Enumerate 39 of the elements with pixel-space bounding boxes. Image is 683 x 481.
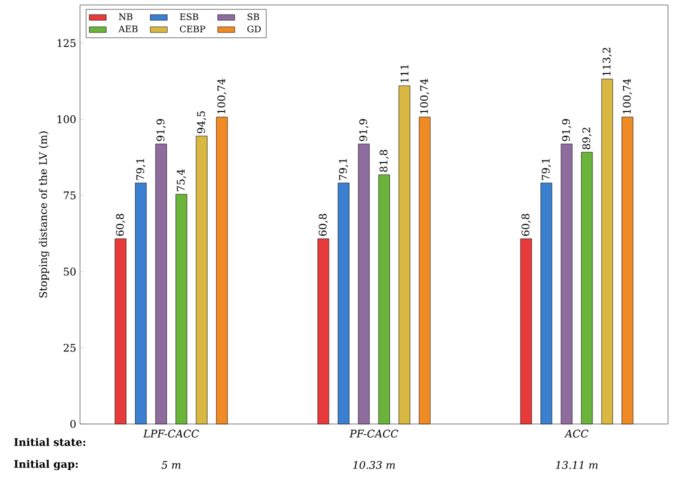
data-label: 79,1	[339, 158, 348, 180]
x-tick-label: ACC	[564, 430, 588, 438]
legend-label: GD	[247, 26, 261, 32]
legend-label: AEB	[118, 26, 138, 32]
data-label: 100,74	[217, 78, 227, 114]
text: Initial gap:	[14, 460, 78, 470]
data-label: 81,8	[380, 150, 389, 172]
data-label: 113,2	[602, 48, 612, 76]
data-label: 91,9	[359, 119, 368, 142]
y-tick-label: 100	[58, 115, 76, 124]
data-label: 100,74	[420, 78, 430, 114]
data-label: 60,8	[318, 214, 328, 236]
data-label: 91,9	[562, 119, 572, 142]
legend-label: NB	[118, 13, 132, 20]
y-tick-label: 125	[58, 39, 76, 48]
y-tick-label: 50	[64, 268, 76, 276]
text: 10.33 m	[353, 461, 395, 469]
data-label: 60,8	[116, 214, 126, 236]
data-label: 111	[400, 65, 408, 82]
y-tick-label: 0	[70, 420, 76, 428]
data-label: 89,2	[582, 128, 592, 150]
data-label: 100,74	[622, 78, 632, 114]
x-tick-label: LPF-CACC	[143, 430, 199, 438]
x-tick-label: PF-CACC	[349, 430, 398, 438]
text: 5 m	[162, 461, 180, 469]
legend-label: SB	[248, 13, 260, 20]
data-label: 91,9	[156, 119, 166, 142]
data-label: 79,1	[136, 158, 146, 180]
data-label: 94,5	[197, 111, 206, 134]
legend-label: CEBP	[180, 26, 206, 32]
text: 13.11 m	[556, 461, 598, 469]
y-tick-label: 75	[64, 192, 76, 200]
y-axis-title: Stopping distance of the LV (m)	[38, 131, 50, 298]
data-label: 79,1	[542, 158, 551, 180]
text: Initial state:	[14, 438, 86, 446]
y-tick-label: 25	[64, 344, 76, 352]
data-label: 75,4	[176, 169, 186, 192]
data-label: 60,8	[521, 214, 531, 236]
legend-label: ESB	[180, 13, 198, 20]
